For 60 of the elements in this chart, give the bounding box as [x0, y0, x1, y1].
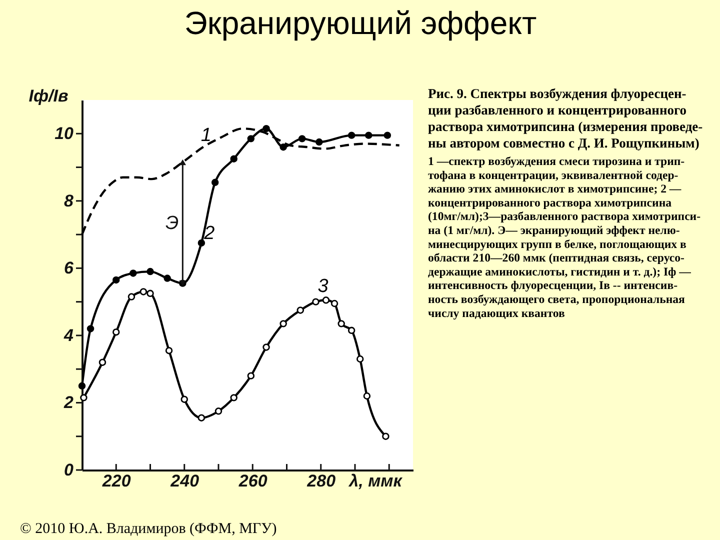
point [382, 432, 390, 440]
point [98, 358, 106, 366]
point [140, 288, 148, 296]
series-label: 2 [203, 222, 216, 244]
x-axis-title: λ, ммк [348, 472, 404, 490]
point [298, 135, 306, 142]
y-tick-label: 8 [64, 191, 74, 210]
point [296, 306, 304, 314]
point [230, 155, 238, 162]
point [198, 239, 206, 247]
series-label: 1 [200, 125, 212, 146]
text: © 2010 Ю.А. Владимиров (ФФМ, МГУ) [20, 521, 277, 537]
x-tick-label: 220 [101, 472, 132, 490]
point [112, 276, 120, 284]
point [247, 372, 255, 380]
point [80, 394, 88, 402]
y-tick-label: 6 [64, 258, 74, 278]
point [146, 290, 154, 298]
point [384, 132, 392, 139]
point [164, 274, 171, 282]
annotation: Э [165, 212, 179, 234]
series-label: 3 [318, 276, 329, 298]
x-tick-label: 260 [238, 472, 268, 490]
point [316, 138, 323, 146]
point [78, 382, 86, 390]
point [365, 132, 372, 139]
point [86, 325, 94, 332]
y-tick-label: 0 [64, 460, 74, 480]
point [214, 408, 222, 415]
point [348, 326, 356, 334]
y-tick-label: 4 [63, 326, 74, 345]
point [338, 320, 345, 328]
y-tick-label: 10 [54, 124, 74, 144]
point [247, 135, 255, 142]
point [112, 328, 120, 336]
point [322, 296, 330, 304]
point [312, 298, 320, 306]
point [211, 178, 219, 186]
y-axis-title: Iф/Iв [28, 86, 68, 106]
point [180, 396, 188, 403]
point [128, 293, 136, 300]
x-tick-label: 240 [170, 472, 200, 490]
y-tick-label: 2 [63, 393, 74, 412]
point [262, 124, 270, 132]
point [356, 355, 364, 363]
point [165, 346, 173, 354]
point [146, 268, 154, 276]
text: 1 —спектр возбуждения смеси тирозина и трип- тофана в концентрации, эквивалентной содер- жанию этих аминокислот в химотрипсине; 2 — концентрированного раствора химотрипсина (10мг/мл);3—разбавленного раствора химотрипси- на (1 мг/мл). Э— экранирующий эффект нелю- минесцирующих групп в белке, поглощающих в области 210—260 ммк (пептидная связь, серусо- держащие аминокислоты, гистидин и т. д.); Iф — интенсивность флуоресценции, Iв -- интенсив- ность возбуждающего света, пропорциональная числу падающих квантов [428, 154, 701, 320]
chart-title: Экранирующий эффект [184, 5, 538, 41]
point [280, 143, 287, 151]
point [280, 320, 287, 328]
point [230, 394, 238, 402]
point [363, 392, 371, 400]
point [348, 132, 356, 139]
point [262, 344, 270, 351]
point [198, 414, 206, 422]
x-tick-label: 280 [306, 472, 336, 490]
point [130, 270, 137, 277]
text: Рис. 9. Спектры возбуждения флуоресцен- ции разбавленного и концентрированного раствора химотрипсина (измерения проведе- ны автором совместно с Д. И. Рощупкиным) [428, 86, 703, 150]
point [330, 300, 338, 308]
